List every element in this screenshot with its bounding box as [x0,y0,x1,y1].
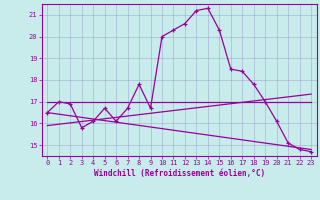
X-axis label: Windchill (Refroidissement éolien,°C): Windchill (Refroidissement éolien,°C) [94,169,265,178]
